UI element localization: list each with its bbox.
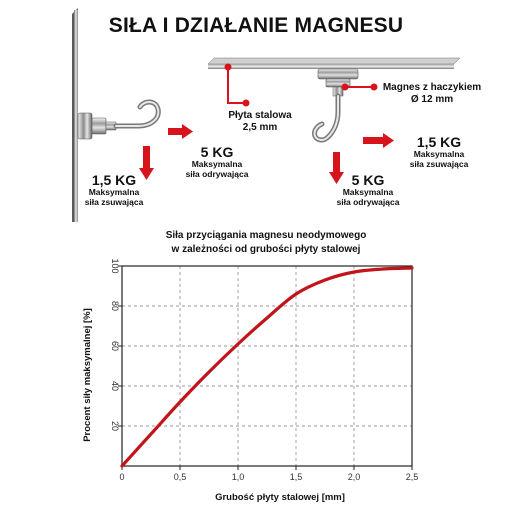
right-pull-force-label: 5 KG Maksymalna siła odrywająca: [326, 172, 410, 208]
magnet-diagram: [72, 8, 461, 222]
chart-title: Siła przyciągania magnesu neodymowego w …: [106, 229, 426, 256]
magnet-label: Magnes z haczykiem Ø 12 mm: [372, 82, 492, 105]
left-pull-desc-2: siła odrywająca: [185, 168, 249, 179]
right-shear-desc-2: siła zsuwająca: [409, 158, 469, 169]
left-shear-desc-2: siła zsuwająca: [84, 196, 144, 207]
right-pull-value: 5 KG: [351, 172, 385, 188]
x-tick-label: 2,5: [406, 472, 419, 482]
left-pull-desc-1: Maksymalna: [191, 159, 243, 170]
left-shear-force-label: 1,5 KG Maksymalna siła zsuwająca: [72, 172, 156, 208]
plate-label-line-1: Płyta stalowa: [228, 110, 292, 121]
y-tick-label: 40: [110, 381, 120, 391]
right-shear-force-label: 1,5 KG Maksymalna siła zsuwająca: [396, 134, 482, 170]
chart-title-line-2: w zależności od grubości płyty stalowej: [171, 243, 361, 255]
magnet-pointer: [341, 83, 378, 91]
right-shear-arrow-icon: [363, 133, 394, 148]
x-tick-label: 0,5: [174, 472, 187, 482]
x-tick-label: 0: [119, 472, 124, 482]
y-tick-label: 20: [110, 421, 120, 431]
x-axis-label: Grubość płyty stalowej [mm]: [215, 492, 345, 503]
x-tick-label: 2,0: [348, 472, 361, 482]
plate-label: Płyta stalowa 2,5 mm: [210, 110, 310, 133]
left-pull-force-label: 5 KG Maksymalna siła odrywająca: [176, 144, 258, 180]
magnet-label-line-2: Ø 12 mm: [410, 93, 454, 105]
left-shear-arrow-icon: [139, 146, 154, 180]
left-pull-value: 5 KG: [200, 144, 234, 160]
plot-frame: [121, 265, 413, 467]
right-pull-desc-2: siła odrywająca: [336, 196, 400, 207]
right-pull-arrow-icon: [329, 152, 344, 184]
hanging-magnet-icon: [312, 68, 359, 143]
series-line: [120, 266, 414, 468]
left-shear-value: 1,5 KG: [91, 172, 137, 188]
right-shear-desc-1: Maksymalna: [413, 149, 465, 160]
right-pull-desc-1: Maksymalna: [342, 187, 394, 198]
y-tick-label: 100: [110, 258, 120, 273]
right-shear-value: 1,5 KG: [416, 134, 462, 150]
page-title: SIŁA I DZIAŁANIE MAGNESU: [108, 14, 404, 37]
left-steel-plate: [72, 8, 78, 222]
left-shear-desc-1: Maksymalna: [88, 187, 140, 198]
top-steel-plate: [207, 57, 461, 69]
x-tick-label: 1,0: [232, 472, 245, 482]
plate-label-line-2: 2,5 mm: [242, 121, 278, 133]
y-tick-label: 80: [110, 301, 120, 311]
left-magnet-icon: [77, 99, 161, 140]
x-tick-label: 1,5: [290, 472, 303, 482]
plate-pointer: [224, 63, 250, 107]
y-tick-label: 60: [110, 341, 120, 351]
y-axis-label: Procent siły maksymalnej [%]: [82, 308, 93, 442]
left-pull-arrow-icon: [168, 124, 193, 139]
magnet-label-line-1: Magnes z haczykiem: [382, 82, 482, 93]
chart-title-line-1: Siła przyciągania magnesu neodymowego: [165, 230, 367, 241]
